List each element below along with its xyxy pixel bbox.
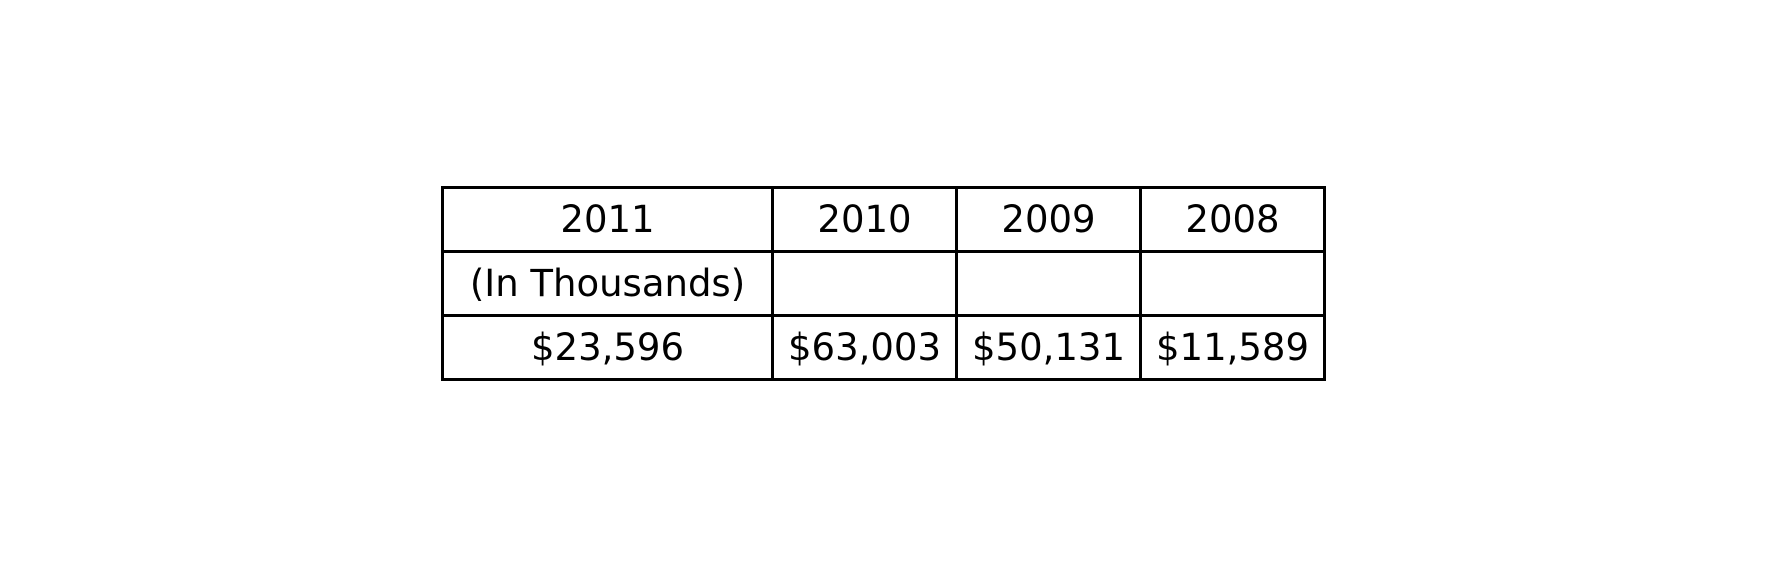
header-cell-2010: 2010 bbox=[771, 186, 958, 253]
table-header-row: 2011 2010 2009 2008 bbox=[441, 186, 1326, 253]
unit-cell-2008 bbox=[1139, 250, 1326, 317]
table-unit-row: (In Thousands) bbox=[441, 250, 1326, 317]
unit-cell-2009 bbox=[955, 250, 1142, 317]
header-cell-2011: 2011 bbox=[441, 186, 774, 253]
table-value-row: $23,596 $63,003 $50,131 $11,589 bbox=[441, 314, 1326, 381]
unit-cell-2010 bbox=[771, 250, 958, 317]
header-cell-2008: 2008 bbox=[1139, 186, 1326, 253]
value-cell-2010: $63,003 bbox=[771, 314, 958, 381]
value-cell-2009: $50,131 bbox=[955, 314, 1142, 381]
header-cell-2009: 2009 bbox=[955, 186, 1142, 253]
unit-cell-2011: (In Thousands) bbox=[441, 250, 774, 317]
financial-table: 2011 2010 2009 2008 (In Thousands) $23,5… bbox=[441, 186, 1326, 381]
value-cell-2011: $23,596 bbox=[441, 314, 774, 381]
value-cell-2008: $11,589 bbox=[1139, 314, 1326, 381]
